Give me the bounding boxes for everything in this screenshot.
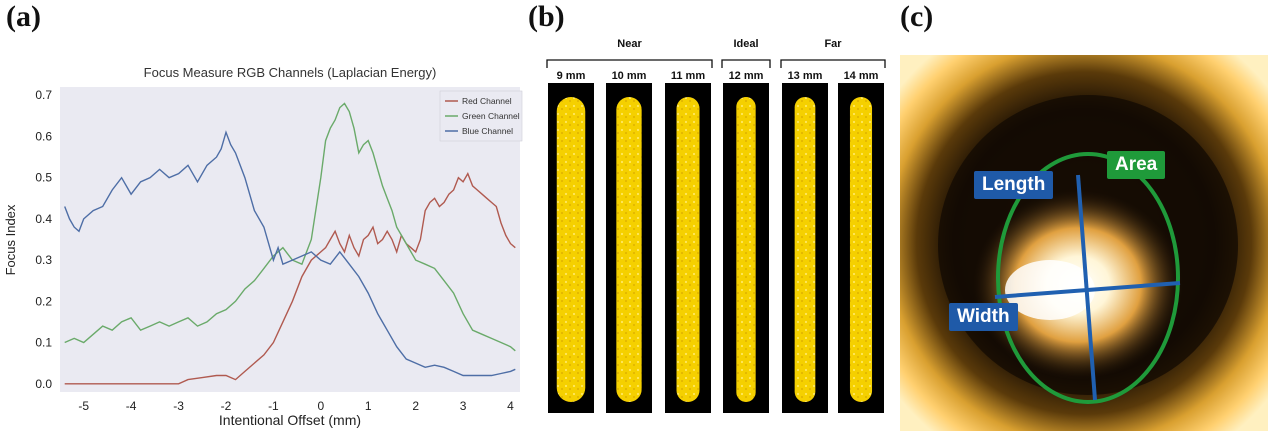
x-tick-label: -3 xyxy=(173,399,184,413)
y-tick-label: 0.6 xyxy=(35,129,52,143)
area-ellipse xyxy=(996,152,1180,404)
x-tick-label: 0 xyxy=(317,399,324,413)
x-tick-label: -5 xyxy=(78,399,89,413)
sample-label: 12 mm xyxy=(729,70,764,82)
length-axis xyxy=(1076,174,1097,401)
sample-label: 11 mm xyxy=(671,70,705,82)
y-axis-label: Focus Index xyxy=(3,204,18,275)
group-bracket xyxy=(546,59,713,68)
x-axis-label: Intentional Offset (mm) xyxy=(219,412,361,428)
x-tick-label: 3 xyxy=(460,399,467,413)
y-tick-labels: 0.0 0.1 0.2 0.3 0.4 0.5 0.6 0.7 xyxy=(35,88,52,391)
legend-label: Blue Channel xyxy=(462,126,513,136)
series-lines xyxy=(64,102,516,385)
y-tick-label: 0.1 xyxy=(35,336,52,350)
x-tick-label: -4 xyxy=(126,399,137,413)
legend: Red Channel Green Channel Blue Channel xyxy=(439,90,523,142)
length-label: Length xyxy=(974,171,1054,199)
group-bracket xyxy=(780,59,886,68)
y-tick-label: 0.5 xyxy=(35,171,52,185)
panel-c-label: (c) xyxy=(900,0,934,33)
focus-measure-chart: Focus Measure RGB Channels (Laplacian En… xyxy=(3,65,523,428)
panel-a-label: (a) xyxy=(6,0,41,33)
x-tick-labels: -5 -4 -3 -2 -1 0 1 2 3 4 xyxy=(78,399,514,413)
melt-pool-panel: Length Area Width xyxy=(900,55,1268,431)
group-label: Ideal xyxy=(733,38,758,50)
y-tick-label: 0.7 xyxy=(35,88,52,102)
x-tick-label: 2 xyxy=(412,399,419,413)
series-line-blue-channel xyxy=(64,130,516,377)
sample-label: 13 mm xyxy=(788,70,823,82)
group-label: Near xyxy=(617,38,642,50)
width-axis xyxy=(994,281,1181,299)
series-line-red-channel xyxy=(64,171,516,385)
x-tick-label: 1 xyxy=(365,399,372,413)
bead-images-panel: Near Ideal Far 9 mm 10 mm 11 mm 12 mm 13 mm 14 … xyxy=(546,38,886,413)
sample-label: 14 mm xyxy=(844,70,879,82)
x-tick-label: 4 xyxy=(507,399,514,413)
y-tick-label: 0.2 xyxy=(35,294,52,308)
width-label: Width xyxy=(949,303,1018,331)
y-tick-label: 0.4 xyxy=(35,212,52,226)
melt-pool-image xyxy=(900,55,1268,431)
x-tick-label: -2 xyxy=(221,399,232,413)
weld-bead xyxy=(556,97,586,402)
legend-label: Red Channel xyxy=(462,96,512,106)
weld-bead xyxy=(849,97,873,402)
chart-title: Focus Measure RGB Channels (Laplacian En… xyxy=(144,65,437,80)
sample-label: 10 mm xyxy=(612,70,647,82)
panel-b-label: (b) xyxy=(528,0,565,33)
group-bracket xyxy=(721,59,771,68)
y-tick-label: 0.3 xyxy=(35,253,52,267)
weld-bead xyxy=(676,97,700,402)
bead-samples: 9 mm 10 mm 11 mm 12 mm 13 mm 14 mm xyxy=(548,70,884,413)
weld-bead xyxy=(794,97,816,402)
area-label: Area xyxy=(1107,151,1166,179)
series-line-green-channel xyxy=(64,102,516,352)
sample-label: 9 mm xyxy=(557,70,586,82)
weld-bead xyxy=(736,97,756,402)
x-tick-label: -1 xyxy=(268,399,279,413)
weld-bead xyxy=(616,97,642,402)
bead-group-brackets: Near Ideal Far xyxy=(546,38,886,68)
y-tick-label: 0.0 xyxy=(35,377,52,391)
group-label: Far xyxy=(824,38,842,50)
legend-label: Green Channel xyxy=(462,111,520,121)
